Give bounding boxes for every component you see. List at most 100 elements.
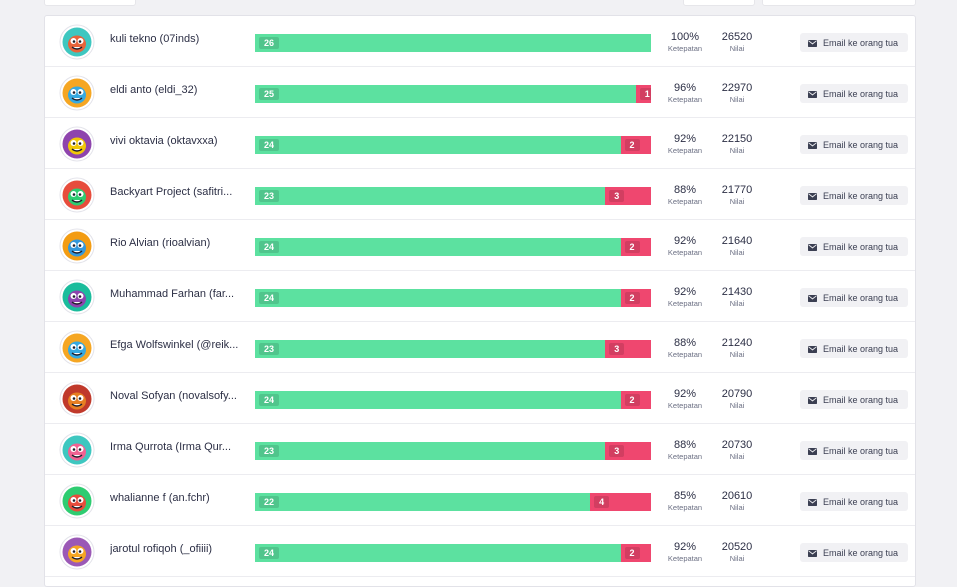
incorrect-count: 2 (624, 547, 640, 559)
correct-segment: 22 (255, 493, 591, 511)
correct-count: 26 (259, 37, 280, 49)
player-avatar-icon (59, 126, 95, 162)
email-parent-button[interactable]: Email ke orang tua (800, 84, 908, 103)
email-parent-label: Email ke orang tua (823, 88, 899, 99)
correct-segment: 23 (255, 187, 606, 205)
correct-count: 22 (259, 496, 280, 508)
incorrect-count: 1 (639, 88, 651, 100)
score-label: Nilai (729, 197, 745, 206)
score-stat: 22970 Nilai (707, 82, 767, 105)
accuracy-value: 92% (673, 388, 697, 400)
leaderboard-row: Efga Wolfswinkel (@reik... 23 3 88% Ketepata… (45, 322, 915, 373)
accuracy-label: Ketepatan (667, 95, 703, 104)
score-value: 20610 (721, 490, 753, 502)
leaderboard-row: Backyart Project (safitri... 23 3 88% Ketepa… (45, 169, 915, 220)
email-parent-button[interactable]: Email ke orang tua (800, 237, 908, 256)
email-parent-label: Email ke orang tua (823, 343, 899, 354)
incorrect-count: 2 (624, 241, 640, 253)
email-parent-button[interactable]: Email ke orang tua (800, 441, 908, 460)
accuracy-value: 92% (673, 133, 697, 145)
email-parent-button[interactable]: Email ke orang tua (800, 186, 908, 205)
email-parent-label: Email ke orang tua (823, 190, 899, 201)
player-name: Noval Sofyan (novalsofy... (110, 390, 237, 402)
incorrect-segment: 3 (605, 442, 651, 460)
score-stat: 20520 Nilai (707, 541, 767, 564)
accuracy-value: 88% (673, 337, 697, 349)
envelope-icon (808, 396, 817, 404)
accuracy-label: Ketepatan (667, 146, 703, 155)
player-avatar-icon (59, 432, 95, 468)
score-value: 22150 (721, 133, 753, 145)
score-value: 21770 (721, 184, 753, 196)
answer-progress-bar: 22 4 (255, 493, 651, 511)
accuracy-stat: 92% Ketepatan (655, 133, 715, 156)
correct-count: 24 (259, 292, 280, 304)
leaderboard: kuli tekno (07inds) 26 100% Ketepatan 26520 N… (44, 15, 916, 587)
email-parent-button[interactable]: Email ke orang tua (800, 492, 908, 511)
leaderboard-row: vivi oktavia (oktavxxa) 24 2 92% Ketepatan 22… (45, 118, 915, 169)
correct-segment: 24 (255, 136, 621, 154)
email-parent-button[interactable]: Email ke orang tua (800, 288, 908, 307)
player-name: Muhammad Farhan (far... (110, 288, 235, 300)
accuracy-stat: 88% Ketepatan (655, 439, 715, 462)
answer-progress-bar: 24 2 (255, 391, 651, 409)
player-name: vivi oktavia (oktavxxa) (110, 135, 218, 147)
accuracy-stat: 85% Ketepatan (655, 490, 715, 513)
score-stat: 21770 Nilai (707, 184, 767, 207)
top-tab-middle (683, 0, 755, 6)
incorrect-segment: 2 (621, 544, 651, 562)
email-parent-button[interactable]: Email ke orang tua (800, 390, 908, 409)
accuracy-stat: 88% Ketepatan (655, 337, 715, 360)
correct-segment: 24 (255, 544, 621, 562)
incorrect-count: 2 (624, 292, 640, 304)
player-name: kuli tekno (07inds) (110, 33, 200, 45)
incorrect-segment: 4 (590, 493, 651, 511)
score-label: Nilai (729, 95, 745, 104)
correct-count: 24 (259, 547, 280, 559)
score-label: Nilai (729, 248, 745, 257)
email-parent-label: Email ke orang tua (823, 139, 899, 150)
email-parent-label: Email ke orang tua (823, 394, 899, 405)
player-name: jarotul rofiqoh (_ofiiii) (110, 543, 213, 555)
player-name: Backyart Project (safitri... (110, 186, 233, 198)
score-value: 21640 (721, 235, 753, 247)
email-parent-button[interactable]: Email ke orang tua (800, 339, 908, 358)
score-label: Nilai (729, 299, 745, 308)
email-parent-button[interactable]: Email ke orang tua (800, 543, 908, 562)
incorrect-segment: 2 (621, 391, 651, 409)
accuracy-stat: 92% Ketepatan (655, 541, 715, 564)
envelope-icon (808, 39, 817, 47)
score-label: Nilai (729, 452, 745, 461)
correct-count: 23 (259, 343, 280, 355)
email-parent-button[interactable]: Email ke orang tua (800, 33, 908, 52)
answer-progress-bar: 24 2 (255, 544, 651, 562)
leaderboard-row: Rio Alvian (rioalvian) 24 2 92% Ketepatan 216… (45, 220, 915, 271)
envelope-icon (808, 243, 817, 251)
accuracy-value: 92% (673, 541, 697, 553)
accuracy-value: 100% (670, 31, 700, 43)
email-parent-button[interactable]: Email ke orang tua (800, 135, 908, 154)
score-label: Nilai (729, 554, 745, 563)
accuracy-stat: 92% Ketepatan (655, 235, 715, 258)
accuracy-label: Ketepatan (667, 197, 703, 206)
accuracy-label: Ketepatan (667, 554, 703, 563)
incorrect-segment: 2 (621, 238, 651, 256)
answer-progress-bar: 24 2 (255, 136, 651, 154)
envelope-icon (808, 90, 817, 98)
envelope-icon (808, 192, 817, 200)
incorrect-segment: 3 (605, 340, 651, 358)
accuracy-stat: 100% Ketepatan (655, 31, 715, 54)
score-value: 22970 (721, 82, 753, 94)
leaderboard-row: Irma Qurrota (Irma Qur... 23 3 88% Ketepatan… (45, 424, 915, 475)
score-stat: 22150 Nilai (707, 133, 767, 156)
score-value: 21430 (721, 286, 753, 298)
accuracy-label: Ketepatan (667, 452, 703, 461)
correct-segment: 24 (255, 391, 621, 409)
correct-segment: 25 (255, 85, 636, 103)
player-avatar-icon (59, 75, 95, 111)
email-parent-label: Email ke orang tua (823, 37, 899, 48)
envelope-icon (808, 447, 817, 455)
player-name: Rio Alvian (rioalvian) (110, 237, 211, 249)
email-parent-label: Email ke orang tua (823, 547, 899, 558)
player-avatar-icon (59, 24, 95, 60)
